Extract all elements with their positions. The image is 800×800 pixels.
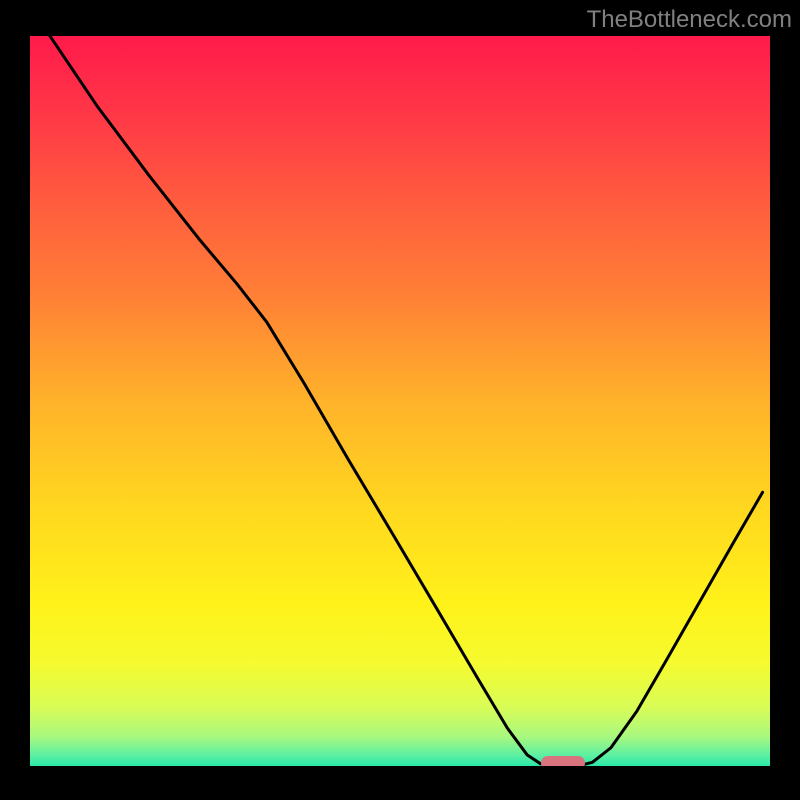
plot-area bbox=[30, 36, 770, 766]
performance-curve bbox=[30, 36, 770, 766]
chart-root: TheBottleneck.com bbox=[0, 0, 800, 800]
watermark-text: TheBottleneck.com bbox=[587, 6, 792, 34]
minimum-marker bbox=[541, 756, 585, 767]
